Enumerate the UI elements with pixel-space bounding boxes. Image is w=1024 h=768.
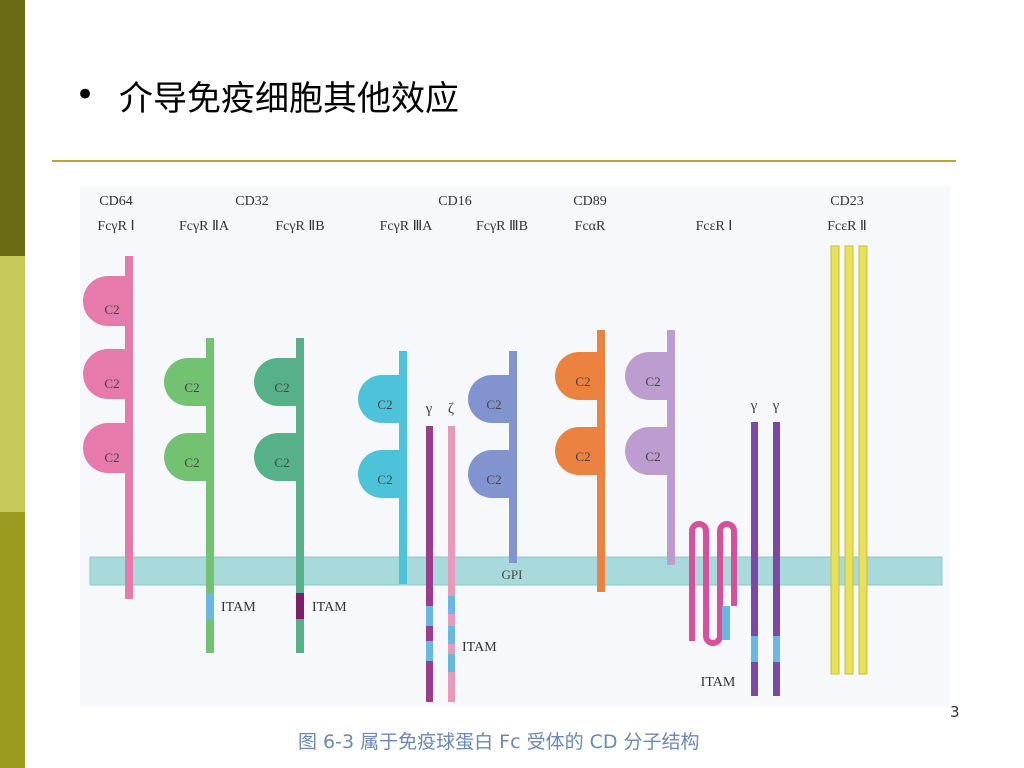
slide-title: 介导免疫细胞其他效应 xyxy=(119,78,459,119)
domain-label: C2 xyxy=(486,397,501,412)
fcer1-beta-chain xyxy=(689,521,737,646)
fcer1-label: FcεR Ⅰ xyxy=(696,219,733,234)
gamma-zeta-chains: γ ζ ITAM xyxy=(425,401,497,702)
domain-label: C2 xyxy=(184,380,199,395)
domain-label: C2 xyxy=(274,455,289,470)
cd32-label: CD32 xyxy=(235,194,268,209)
side-bar-middle xyxy=(0,256,25,512)
gamma-label: γ xyxy=(772,398,780,414)
fcar-label: FcαR xyxy=(575,219,606,234)
domain-label: C2 xyxy=(104,376,119,391)
fcgr2b-label: FcγR ⅡB xyxy=(275,219,324,234)
domain-label: C2 xyxy=(104,450,119,465)
itam-label: ITAM xyxy=(312,600,347,615)
fcgr3a-label: FcγR ⅢA xyxy=(380,219,434,234)
fcgr3b-receptor: C2 C2 xyxy=(468,351,517,563)
gpi-label: GPI xyxy=(502,567,523,582)
domain-label: C2 xyxy=(104,302,119,317)
domain-label: C2 xyxy=(377,472,392,487)
fcer1-gamma-chains: γ γ xyxy=(750,398,780,696)
title-row: • 介导免疫细胞其他效应 xyxy=(75,70,459,120)
itam-label: ITAM xyxy=(221,600,256,615)
fcgr2b-receptor: C2 C2 ITAM xyxy=(254,338,347,653)
cd64-receptor: C2 C2 C2 xyxy=(83,256,133,599)
side-bar-top xyxy=(0,0,25,256)
fcgr2a-receptor: C2 C2 ITAM xyxy=(164,338,256,653)
cd16-label: CD16 xyxy=(438,194,471,209)
figure-caption: 图 6-3 属于免疫球蛋白 Fc 受体的 CD 分子结构 xyxy=(298,731,700,753)
domain-label: C2 xyxy=(575,374,590,389)
title-divider xyxy=(52,160,956,162)
domain-label: C2 xyxy=(645,449,660,464)
fcer2-label: FcεR Ⅱ xyxy=(827,219,867,234)
fcgr3a-receptor: C2 C2 xyxy=(358,351,407,584)
fcer2-receptor xyxy=(830,245,868,675)
itam-segment xyxy=(722,606,730,640)
domain-label: C2 xyxy=(645,374,660,389)
domain-label: C2 xyxy=(274,380,289,395)
domain-label: C2 xyxy=(575,449,590,464)
cd64-label: CD64 xyxy=(99,194,132,209)
fcer1-alpha-chain: C2 C2 xyxy=(625,330,675,565)
domain-label: C2 xyxy=(377,397,392,412)
gamma-label: γ xyxy=(750,398,758,414)
domain-label: C2 xyxy=(486,472,501,487)
fcar-receptor: C2 C2 xyxy=(555,330,605,592)
gamma-label: γ xyxy=(425,401,433,417)
fcgr3b-label: FcγR ⅢB xyxy=(476,219,528,234)
page-number: 3 xyxy=(950,703,960,721)
fcgr1-label: FcγR Ⅰ xyxy=(97,219,134,234)
fcgr2a-label: FcγR ⅡA xyxy=(179,219,230,234)
domain-label: C2 xyxy=(184,455,199,470)
cd23-label: CD23 xyxy=(830,194,863,209)
bullet-point: • xyxy=(75,75,96,115)
itam-label: ITAM xyxy=(701,675,736,690)
side-bar-bottom xyxy=(0,512,25,768)
zeta-label: ζ xyxy=(448,401,454,417)
cd89-label: CD89 xyxy=(573,194,606,209)
fc-receptor-diagram: CD64 FcγR Ⅰ CD32 FcγR ⅡA FcγR ⅡB CD16 Fc… xyxy=(80,186,950,706)
itam-label: ITAM xyxy=(462,640,497,655)
